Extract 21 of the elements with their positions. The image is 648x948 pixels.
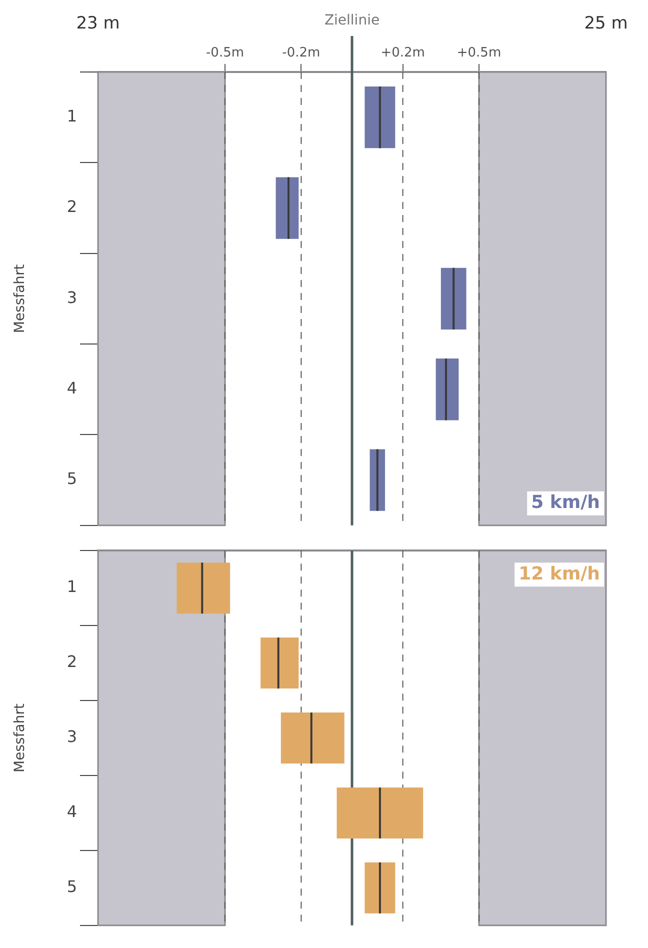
- y-tick-label: 1: [66, 577, 77, 596]
- y-tick-label: 5: [66, 877, 77, 896]
- y-tick-label: 2: [66, 652, 77, 672]
- y-tick-label: 3: [66, 288, 77, 307]
- y-tick-label: 4: [66, 802, 77, 822]
- x2-tick-label: 23 m: [76, 14, 120, 34]
- y-tick-label: 3: [66, 727, 77, 746]
- x-tick-label: +0.2m: [380, 46, 425, 61]
- text: 12 km/h: [518, 563, 600, 584]
- x2-tick-label: 25 m: [584, 14, 628, 34]
- y-axis-title: Messfahrt: [12, 703, 28, 772]
- x-tick-label: -0.5m: [206, 46, 244, 61]
- y-tick-label: 2: [66, 197, 77, 216]
- text: 5 km/h: [531, 492, 600, 514]
- x-tick-label: -0.2m: [282, 46, 320, 61]
- y-tick-label: 4: [66, 378, 77, 398]
- y-tick-label: 1: [66, 106, 77, 126]
- x-tick-label: +0.5m: [456, 46, 502, 61]
- ref-line-label: Ziellinie: [324, 12, 380, 29]
- y-tick-label: 5: [66, 469, 77, 488]
- y-axis-title: Messfahrt: [12, 264, 28, 334]
